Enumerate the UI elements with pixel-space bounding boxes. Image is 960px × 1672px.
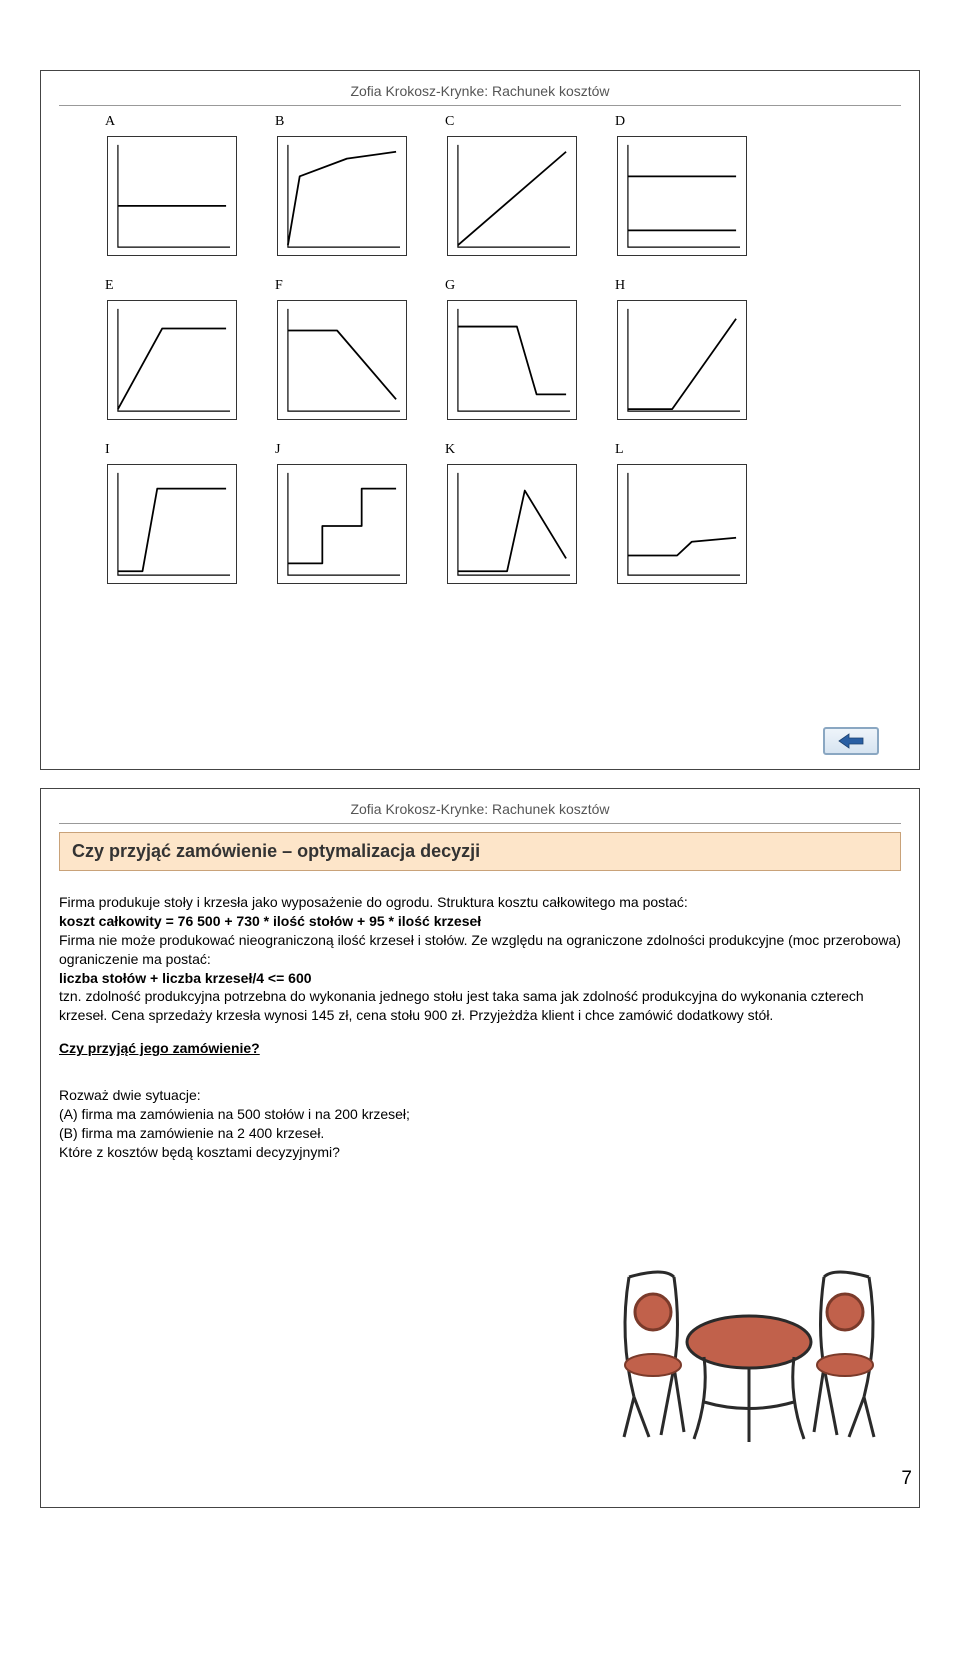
chart-cell-i: I [99,442,269,602]
back-button[interactable] [823,727,879,755]
chart-cell-b: B [269,114,439,274]
chart-box [107,136,237,256]
chart-box [447,300,577,420]
chart-cell-c: C [439,114,609,274]
situation-b: (B) firma ma zamówienie na 2 400 krzeseł… [59,1124,901,1143]
page-number: 7 [901,1468,912,1490]
slide2-body: Firma produkuje stoły i krzesła jako wyp… [59,893,901,1162]
paragraph-constraint-intro: Firma nie może produkować nieograniczoną… [59,931,901,969]
chart-cell-f: F [269,278,439,438]
chart-cell-e: E [99,278,269,438]
charts-grid: A B C D E F G H I J K L [59,114,901,602]
chart-box [617,300,747,420]
chart-cell-j: J [269,442,439,602]
chart-label: I [105,442,110,458]
furniture-illustration [609,1247,889,1447]
chart-box [447,136,577,256]
paragraph-intro: Firma produkuje stoły i krzesła jako wyp… [59,893,901,912]
paragraph-explain: tzn. zdolność produkcyjna potrzebna do w… [59,987,901,1025]
chart-cell-d: D [609,114,779,274]
chart-box [617,464,747,584]
slide2-header: Zofia Krokosz-Krynke: Rachunek kosztów [59,799,901,824]
slide-1: Zofia Krokosz-Krynke: Rachunek kosztów A… [40,70,920,770]
chart-label: B [275,114,284,130]
question-1: Czy przyjąć jego zamówienie? [59,1039,901,1058]
chart-label: D [615,114,625,130]
question-2: Które z kosztów będą kosztami decyzyjnym… [59,1143,901,1162]
chart-cell-k: K [439,442,609,602]
chart-label: F [275,278,283,294]
chart-box [107,464,237,584]
chart-label: J [275,442,280,458]
chart-box [277,300,407,420]
cost-formula: koszt całkowity = 76 500 + 730 * ilość s… [59,912,901,931]
chart-box [277,464,407,584]
slide-2: Zofia Krokosz-Krynke: Rachunek kosztów C… [40,788,920,1508]
chart-label: L [615,442,624,458]
chart-label: C [445,114,454,130]
chart-box [447,464,577,584]
chart-label: E [105,278,114,294]
chart-box [277,136,407,256]
back-arrow-icon [837,732,865,750]
chart-box [617,136,747,256]
chart-cell-g: G [439,278,609,438]
slide2-title: Czy przyjąć zamówienie – optymalizacja d… [59,832,901,871]
chart-label: H [615,278,625,294]
chart-label: G [445,278,455,294]
consider-situations: Rozważ dwie sytuacje: [59,1086,901,1105]
slide1-header: Zofia Krokosz-Krynke: Rachunek kosztów [59,81,901,106]
chart-label: A [105,114,115,130]
chart-cell-h: H [609,278,779,438]
chart-label: K [445,442,455,458]
chart-box [107,300,237,420]
situation-a: (A) firma ma zamówienia na 500 stołów i … [59,1105,901,1124]
chart-cell-a: A [99,114,269,274]
constraint-formula: liczba stołów + liczba krzeseł/4 <= 600 [59,969,901,988]
chart-cell-l: L [609,442,779,602]
